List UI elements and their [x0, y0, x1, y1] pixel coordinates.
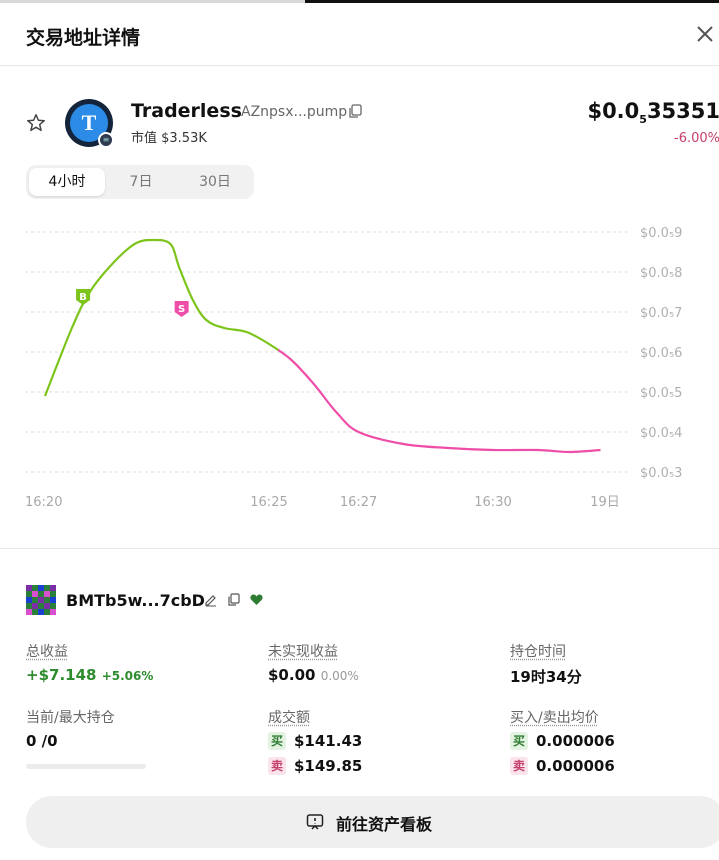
unrealized-amount: $0.00: [268, 666, 315, 684]
y-tick-label: $0.0₅8: [640, 266, 682, 281]
position-progress-bar: [26, 764, 146, 769]
x-tick-label: 19日: [590, 495, 620, 510]
token-address: AZnpsx...pump: [241, 104, 347, 120]
wallet-address: BMTb5w...7cbD: [66, 591, 205, 610]
sell-avg-row: 卖 0.000006: [510, 757, 615, 775]
total-profit-label: 总收益: [26, 641, 68, 661]
go-to-dashboard-button[interactable]: 前往资产看板: [26, 796, 719, 848]
wallet-row: BMTb5w...7cbD: [26, 585, 426, 615]
x-tick-label: 16:25: [250, 495, 287, 510]
buy-tag: 买: [510, 732, 528, 750]
tab-4h[interactable]: 4小时: [29, 168, 105, 196]
sell-tag: 卖: [268, 757, 286, 775]
tab-7d[interactable]: 7日: [103, 168, 179, 196]
sell-tag: 卖: [510, 757, 528, 775]
buy-tag: 买: [268, 732, 286, 750]
sell-avg-price: 0.000006: [536, 757, 615, 775]
x-tick-label: 16:20: [25, 495, 62, 510]
heart-icon[interactable]: [249, 592, 264, 607]
y-tick-label: $0.0₅6: [640, 346, 682, 361]
buy-marker-label: B: [79, 292, 87, 303]
x-tick-label: 16:27: [340, 495, 377, 510]
price-zero-count: 5: [639, 113, 647, 126]
copy-icon[interactable]: [348, 104, 362, 119]
token-logo: T ≡: [65, 99, 113, 147]
chain-badge-icon: ≡: [98, 132, 114, 148]
wallet-avatar: [26, 585, 56, 615]
y-tick-label: $0.0₅9: [640, 226, 682, 241]
dialog-title: 交易地址详情: [26, 23, 140, 50]
unrealized-percent: 0.00%: [321, 669, 359, 683]
buy-avg-price: 0.000006: [536, 732, 615, 750]
price-chart: $0.0₅9 $0.0₅8 $0.0₅7 $0.0₅6 $0.0₅5 $0.0₅4 $0.0…: [0, 215, 719, 515]
unrealized-profit-label: 未实现收益: [268, 641, 338, 661]
unrealized-profit-value: $0.00 0.00%: [268, 666, 359, 684]
token-name: Traderless: [131, 100, 242, 122]
y-tick-label: $0.0₅4: [640, 426, 682, 441]
price-chart-svg: $0.0₅9 $0.0₅8 $0.0₅7 $0.0₅6 $0.0₅5 $0.0₅4 $0.0…: [0, 215, 719, 515]
sell-volume-row: 卖 $149.85: [268, 757, 362, 775]
sell-volume: $149.85: [294, 757, 362, 775]
y-tick-label: $0.0₅7: [640, 306, 682, 321]
hold-time-value: 19时34分: [510, 666, 582, 687]
price-digits: 35351: [647, 99, 719, 123]
total-profit-amount: +$7.148: [26, 666, 96, 684]
x-tick-label: 16:30: [474, 495, 511, 510]
market-cap: 市值 $3.53K: [131, 127, 207, 146]
dashboard-icon: [306, 813, 324, 831]
go-to-dashboard-label: 前往资产看板: [336, 811, 432, 835]
dialog-header: 交易地址详情: [0, 3, 719, 66]
price-change: -6.00%: [600, 131, 719, 146]
total-profit-value: +$7.148 +5.06%: [26, 666, 153, 684]
token-price: $0.0535351: [560, 99, 719, 126]
buy-volume-row: 买 $141.43: [268, 732, 362, 750]
hold-time-label: 持仓时间: [510, 641, 566, 661]
position-value: 0 /0: [26, 732, 58, 750]
price-prefix: $0.0: [587, 99, 639, 123]
edit-icon[interactable]: [203, 592, 218, 607]
avg-price-label: 买入/卖出均价: [510, 707, 599, 727]
position-label: 当前/最大持仓: [26, 707, 115, 727]
star-icon[interactable]: [25, 112, 47, 134]
close-icon[interactable]: [690, 19, 719, 49]
buy-avg-row: 买 0.000006: [510, 732, 615, 750]
buy-volume: $141.43: [294, 732, 362, 750]
token-summary: T ≡ Traderless AZnpsx...pump 市值 $3.53K $…: [0, 90, 719, 160]
total-profit-percent: +5.06%: [102, 669, 154, 683]
y-tick-label: $0.0₅3: [640, 466, 682, 481]
y-tick-label: $0.0₅5: [640, 386, 682, 401]
tab-30d[interactable]: 30日: [177, 168, 253, 196]
section-divider: [0, 548, 719, 549]
sell-marker-label: S: [178, 304, 185, 315]
copy-icon[interactable]: [226, 592, 241, 607]
volume-label: 成交额: [268, 707, 310, 727]
time-range-tabs: 4小时 7日 30日: [26, 165, 254, 199]
